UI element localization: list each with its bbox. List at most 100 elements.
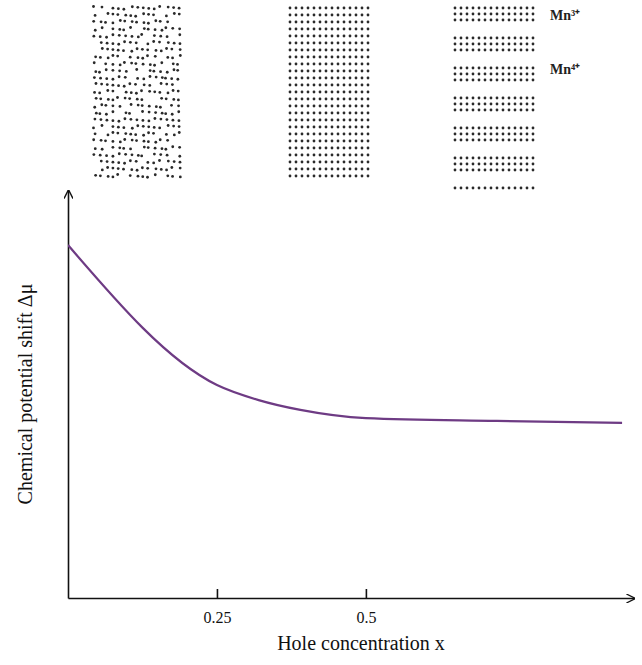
lattice-dot — [466, 97, 469, 100]
lattice-dot — [93, 91, 96, 94]
lattice-dot — [301, 7, 304, 10]
lattice-dot — [131, 153, 134, 156]
lattice-panel — [289, 7, 370, 178]
lattice-dot — [136, 169, 139, 172]
lattice-dot — [502, 133, 505, 136]
lattice-dot — [135, 160, 138, 163]
lattice-dot — [514, 127, 517, 130]
lattice-dot — [166, 139, 169, 142]
lattice-dot — [313, 77, 316, 80]
lattice-dot — [508, 7, 511, 10]
lattice-dot — [170, 77, 173, 80]
lattice-dot — [154, 147, 157, 150]
lattice-dot — [159, 20, 162, 23]
lattice-dot — [141, 57, 144, 60]
lattice-dot — [136, 98, 139, 101]
lattice-dot — [520, 49, 523, 52]
lattice-dot — [508, 19, 511, 22]
lattice-dot — [178, 155, 181, 158]
lattice-dot — [355, 119, 358, 122]
lattice-dot — [158, 41, 161, 44]
lattice-dot — [100, 160, 103, 163]
lattice-dot — [143, 146, 146, 149]
lattice-dot — [532, 133, 535, 136]
lattice-dot — [307, 63, 310, 66]
lattice-dot — [307, 35, 310, 38]
lattice-dot — [361, 140, 364, 143]
lattice-dot — [460, 19, 463, 22]
lattice-dot — [307, 119, 310, 122]
lattice-dot — [349, 14, 352, 17]
lattice-dot — [454, 109, 457, 112]
lattice-dot — [331, 175, 334, 178]
lattice-dot — [490, 7, 493, 10]
lattice-dot — [289, 77, 292, 80]
lattice-dot — [514, 73, 517, 76]
lattice-dot — [520, 187, 523, 190]
lattice-dot — [313, 119, 316, 122]
lattice-dot — [349, 175, 352, 178]
lattice-dot — [301, 105, 304, 108]
lattice-dot — [349, 42, 352, 45]
lattice-dot — [142, 119, 145, 122]
lattice-dot — [141, 175, 144, 178]
lattice-dot — [112, 176, 115, 179]
lattice-dot — [167, 124, 170, 127]
lattice-dot — [337, 42, 340, 45]
lattice-dot — [514, 19, 517, 22]
lattice-dot — [289, 28, 292, 31]
lattice-dot — [179, 42, 182, 45]
lattice-dot — [295, 28, 298, 31]
lattice-dot — [490, 139, 493, 142]
lattice-dot — [165, 15, 168, 18]
lattice-panel — [454, 7, 535, 190]
lattice-dot — [289, 56, 292, 59]
lattice-dot — [116, 55, 119, 58]
lattice-dot — [490, 109, 493, 112]
lattice-dot — [349, 126, 352, 129]
lattice-dot — [508, 73, 511, 76]
lattice-dot — [117, 167, 120, 170]
lattice-dot — [130, 91, 133, 94]
lattice-dot — [526, 163, 529, 166]
lattice-dot — [532, 187, 535, 190]
lattice-dot — [349, 35, 352, 38]
lattice-dot — [131, 139, 134, 142]
lattice-dot — [301, 77, 304, 80]
lattice-dot — [117, 84, 120, 87]
lattice-dot — [466, 103, 469, 106]
lattice-dot — [343, 56, 346, 59]
lattice-dot — [158, 5, 161, 8]
lattice-dot — [325, 133, 328, 136]
lattice-dot — [337, 112, 340, 115]
lattice-dot — [105, 36, 108, 39]
lattice-dot — [502, 187, 505, 190]
lattice-dot — [478, 13, 481, 16]
lattice-dot — [134, 83, 137, 86]
lattice-dot — [178, 119, 181, 122]
lattice-dot — [508, 157, 511, 160]
lattice-dot — [112, 48, 115, 51]
lattice-dot — [484, 19, 487, 22]
lattice-dot — [325, 154, 328, 157]
lattice-dot — [454, 7, 457, 10]
lattice-dot — [99, 97, 102, 100]
lattice-dot — [295, 175, 298, 178]
lattice-dot — [307, 77, 310, 80]
lattice-dot — [337, 140, 340, 143]
lattice-dot — [337, 91, 340, 94]
lattice-dot — [319, 14, 322, 17]
lattice-dot — [295, 35, 298, 38]
lattice-dot — [343, 49, 346, 52]
lattice-dot — [460, 13, 463, 16]
lattice-dot — [295, 168, 298, 171]
lattice-dot — [343, 63, 346, 66]
lattice-dot — [154, 173, 157, 176]
x-tick-mark — [217, 589, 219, 598]
lattice-dot — [355, 56, 358, 59]
lattice-dot — [331, 126, 334, 129]
lattice-dot — [532, 157, 535, 160]
lattice-dot — [141, 166, 144, 169]
lattice-dot — [337, 49, 340, 52]
lattice-dot — [135, 41, 138, 44]
